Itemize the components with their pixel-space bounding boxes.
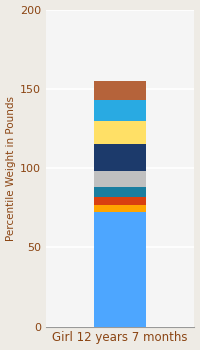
Bar bbox=[94, 204, 146, 212]
Bar bbox=[94, 171, 146, 187]
Bar bbox=[94, 144, 146, 171]
Bar bbox=[94, 212, 146, 327]
Bar bbox=[94, 81, 146, 100]
Bar bbox=[94, 100, 146, 120]
Y-axis label: Percentile Weight in Pounds: Percentile Weight in Pounds bbox=[6, 96, 16, 240]
Bar bbox=[94, 197, 146, 204]
Bar bbox=[94, 187, 146, 197]
Bar bbox=[94, 120, 146, 144]
